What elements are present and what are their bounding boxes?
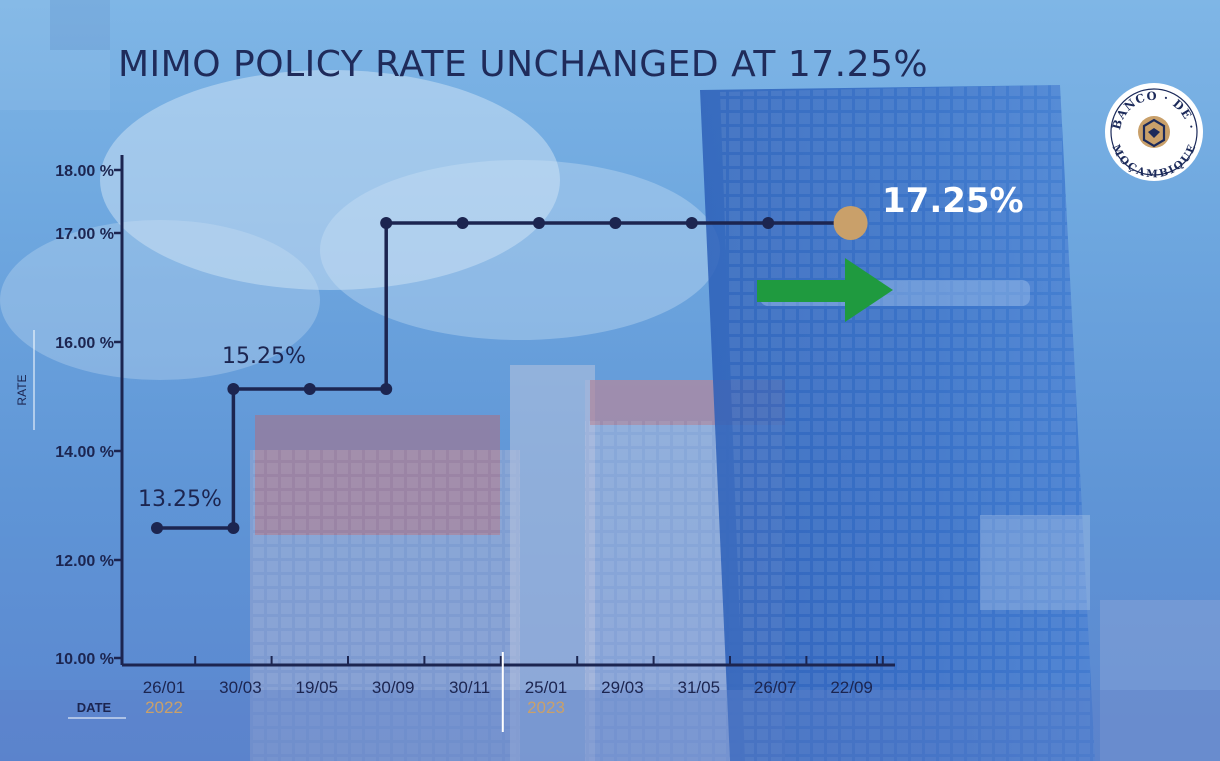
y-tick-label: 17.00 % <box>55 226 114 243</box>
x-tick-label: 31/05 <box>678 678 721 697</box>
y-tick-label: 16.00 % <box>55 335 114 352</box>
x-tick-label: 26/01 <box>143 678 186 697</box>
data-point <box>380 383 393 395</box>
year-label: 2023 <box>527 698 565 717</box>
data-point <box>609 217 622 229</box>
year-label: 2022 <box>145 698 183 717</box>
x-tick-label: 25/01 <box>525 678 568 697</box>
x-axis-label: DATE <box>77 700 112 715</box>
data-point <box>533 217 545 229</box>
data-point <box>227 522 240 534</box>
x-tick-label: 30/11 <box>449 678 490 697</box>
x-tick-label: 29/03 <box>601 678 644 697</box>
arrow-right-icon <box>757 258 893 322</box>
series-line <box>157 221 845 530</box>
y-tick-label: 12.00 % <box>55 553 114 570</box>
x-tick-label: 22/09 <box>830 678 873 697</box>
x-tick-label: 30/09 <box>372 678 415 697</box>
y-tick-label: 10.00 % <box>55 651 114 668</box>
chart-title: MIMO POLICY RATE UNCHANGED AT 17.25% <box>118 44 929 85</box>
data-point <box>456 217 469 229</box>
data-point <box>151 522 163 534</box>
data-point <box>227 383 240 395</box>
x-tick-label: 19/05 <box>296 678 339 697</box>
x-tick-label: 26/07 <box>754 678 797 697</box>
data-point <box>303 383 316 395</box>
bank-emblem-icon: BANCO · DE · MOÇAMBIQUE <box>1105 83 1203 181</box>
y-tick-label: 18.00 % <box>55 163 114 180</box>
data-point <box>380 217 393 229</box>
data-label: 13.25% <box>138 487 222 512</box>
y-axis-label: RATE <box>15 374 29 405</box>
data-point-current <box>833 206 868 240</box>
current-rate-label: 17.25% <box>882 181 1024 221</box>
data-point <box>762 217 775 229</box>
y-tick-label: 14.00 % <box>55 444 114 461</box>
data-label: 15.25% <box>222 344 306 369</box>
data-point <box>685 217 698 229</box>
x-tick-label: 30/03 <box>219 678 262 697</box>
